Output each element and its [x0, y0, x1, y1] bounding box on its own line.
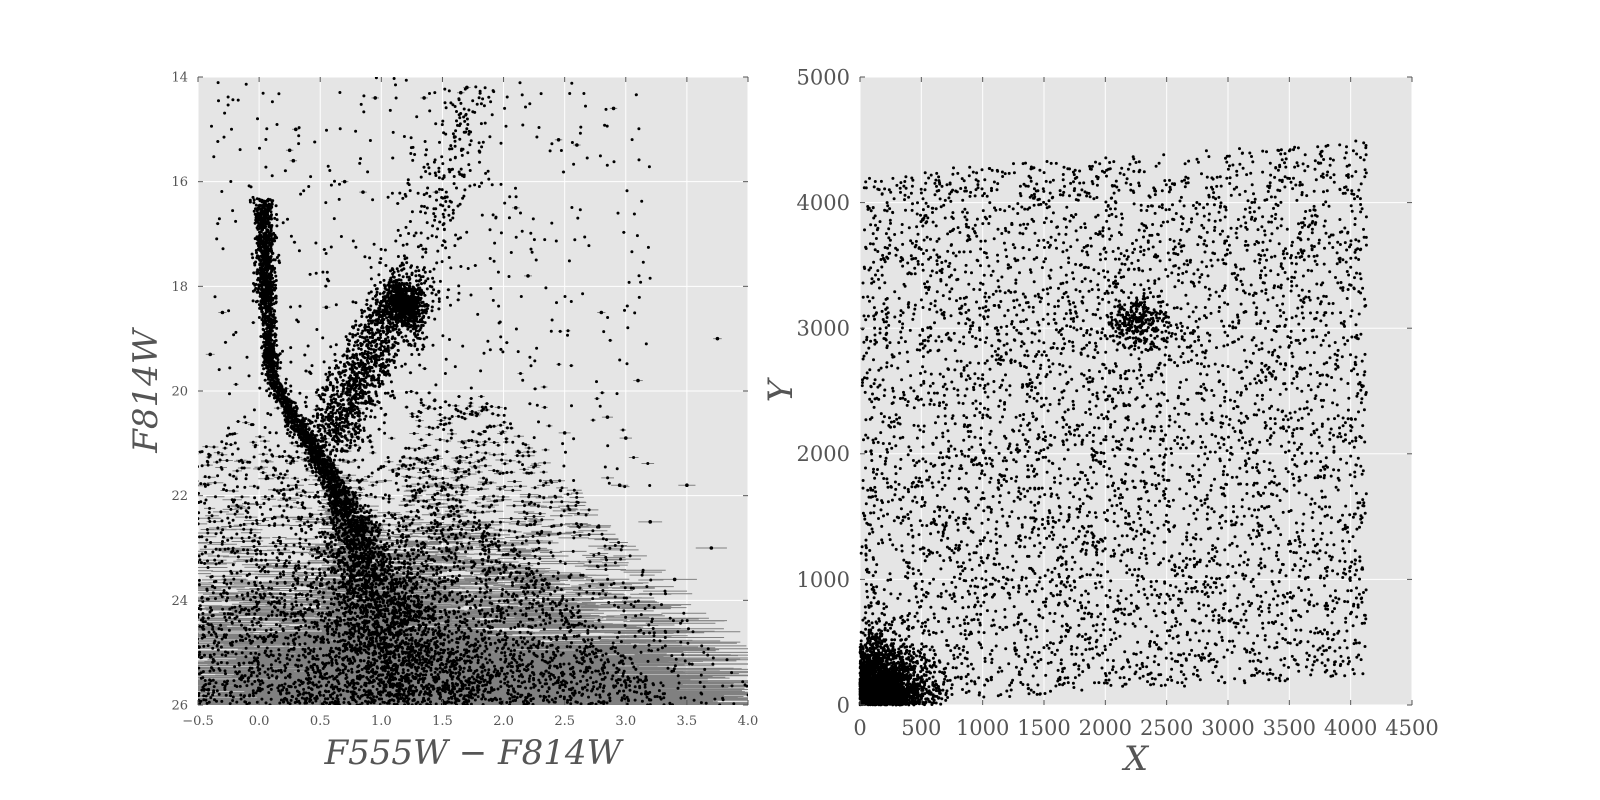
cmd-y-tick-label: 22	[171, 489, 188, 504]
cmd-data-point	[648, 520, 653, 524]
xy-x-tick-label: 0	[853, 716, 866, 740]
xy-x-tick-label: 3000	[1201, 716, 1254, 740]
cmd-data-point	[465, 85, 469, 90]
xy-gridlines	[859, 76, 1413, 706]
cmd-data-point	[605, 415, 610, 419]
cmd-data-point	[709, 546, 714, 550]
cmd-y-tick-label: 24	[171, 594, 188, 609]
cmd-x-tick-label: 3.5	[677, 714, 698, 729]
cmd-y-tick-label: 14	[171, 71, 188, 86]
cmd-x-tick-label: 0.5	[310, 714, 331, 729]
xy-x-tick-label: 1000	[956, 716, 1009, 740]
xy-y-tick-label: 5000	[797, 65, 850, 89]
cmd-data-point	[293, 127, 298, 132]
cmd-data-point	[672, 577, 677, 582]
cmd-y-tick-label: 26	[171, 699, 188, 714]
cmd-data-point	[291, 158, 296, 163]
cmd-x-axis-label: F555W − F814W	[324, 733, 625, 773]
cmd-data-point	[220, 310, 225, 315]
cmd-x-tick-label: 2.5	[554, 714, 575, 729]
xy-x-tick-label: 500	[901, 716, 941, 740]
cmd-data-point	[379, 363, 384, 367]
cmd-data-point	[513, 206, 518, 210]
xy-x-tick-label: 4000	[1324, 716, 1377, 740]
cmd-data-point	[636, 378, 640, 383]
cmd-y-tick-label: 18	[171, 280, 188, 295]
cmd-data-point	[342, 179, 347, 184]
cmd-data-point	[422, 96, 426, 100]
xy-x-tick-label: 3500	[1263, 716, 1316, 740]
cmd-x-tick-label: −0.5	[182, 714, 214, 729]
xy-ticks: 0 500 1000 1500 2000 2500 3000 3500 4000 4500 0 100…	[797, 65, 1439, 740]
cmd-y-axis-label: F814W	[126, 326, 166, 453]
cmd-data-point	[373, 96, 378, 100]
cmd-data-point	[361, 190, 365, 194]
cmd-data-point	[556, 138, 561, 142]
cmd-ticks: −0.5 0.0 0.5 1.0 1.5 2.0 2.5 3.0 3.5 4.0 14 16 18 20 2…	[171, 71, 758, 729]
cmd-point-cloud	[198, 77, 748, 705]
cmd-x-tick-label: 3.0	[615, 714, 636, 729]
cmd-data-point	[617, 483, 622, 488]
cmd-data-point	[623, 436, 628, 440]
cmd-data-point	[324, 305, 329, 310]
xy-x-tick-label: 4500	[1385, 716, 1438, 740]
cmd-data-point	[715, 336, 720, 341]
xy-y-axis-label: Y	[761, 376, 801, 402]
cmd-plot-panel: −0.5 0.0 0.5 1.0 1.5 2.0 2.5 3.0 3.5 4.0 14 16 18 20 2…	[126, 71, 758, 773]
cmd-x-tick-label: 1.0	[371, 714, 392, 729]
cmd-x-tick-label: 0.0	[249, 714, 270, 729]
cmd-data-point	[599, 310, 604, 315]
cmd-y-tick-label: 20	[171, 385, 188, 400]
cmd-x-tick-label: 1.5	[432, 714, 453, 729]
cmd-x-tick-label: 4.0	[738, 714, 759, 729]
xy-plot-area	[860, 77, 1412, 705]
cmd-x-tick-label: 2.0	[493, 714, 514, 729]
xy-y-tick-label: 2000	[797, 442, 850, 466]
xy-x-tick-label: 2500	[1140, 716, 1193, 740]
cmd-data-point	[526, 274, 530, 278]
xy-y-tick-label: 1000	[797, 568, 850, 592]
cmd-data-point	[208, 352, 213, 357]
cmd-data-point	[685, 483, 689, 488]
xy-y-tick-label: 0	[837, 693, 850, 717]
cmd-data-point	[562, 431, 567, 435]
cmd-data-points	[198, 77, 748, 705]
cmd-data-point	[458, 90, 463, 95]
xy-x-axis-label: X	[1121, 739, 1150, 779]
xy-y-tick-label: 3000	[797, 317, 850, 341]
cmd-data-point	[287, 148, 292, 153]
xy-y-tick-label: 4000	[797, 191, 850, 215]
xy-plot-panel: 0 500 1000 1500 2000 2500 3000 3500 4000 4500 0 100…	[761, 65, 1439, 779]
xy-data-points	[858, 139, 1368, 707]
xy-point-cloud	[858, 139, 1368, 707]
cmd-data-point	[434, 190, 439, 194]
cmd-data-point	[611, 106, 616, 111]
cmd-y-tick-label: 16	[171, 175, 188, 190]
cmd-data-point	[575, 143, 579, 147]
xy-x-tick-label: 1500	[1017, 716, 1070, 740]
xy-x-tick-label: 2000	[1079, 716, 1132, 740]
